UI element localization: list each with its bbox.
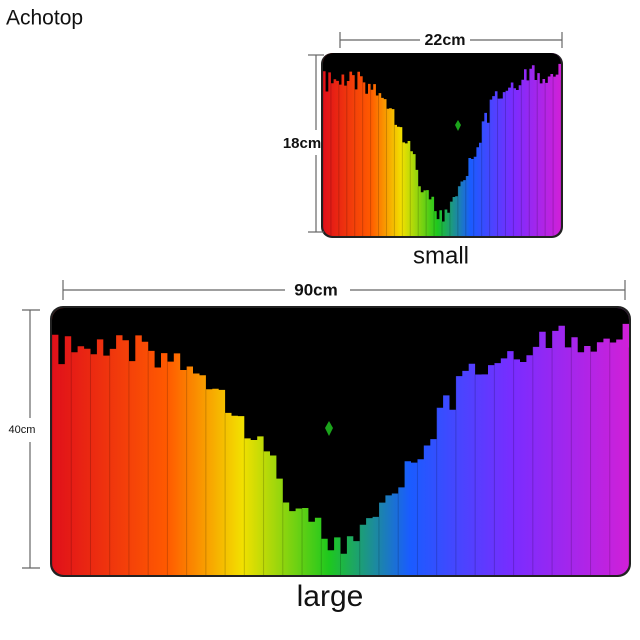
width-label: 22cm xyxy=(425,32,466,49)
print-background xyxy=(52,308,629,554)
large-pad xyxy=(50,306,631,577)
small-pad xyxy=(321,53,563,238)
brand: Achotop xyxy=(6,7,83,30)
width-label: 90cm xyxy=(294,280,337,299)
height-label: 18cm xyxy=(283,135,321,152)
size-name: large xyxy=(297,580,364,613)
print-background xyxy=(323,53,561,222)
height-label: 40cm xyxy=(9,424,36,436)
size-name: small xyxy=(413,242,469,269)
